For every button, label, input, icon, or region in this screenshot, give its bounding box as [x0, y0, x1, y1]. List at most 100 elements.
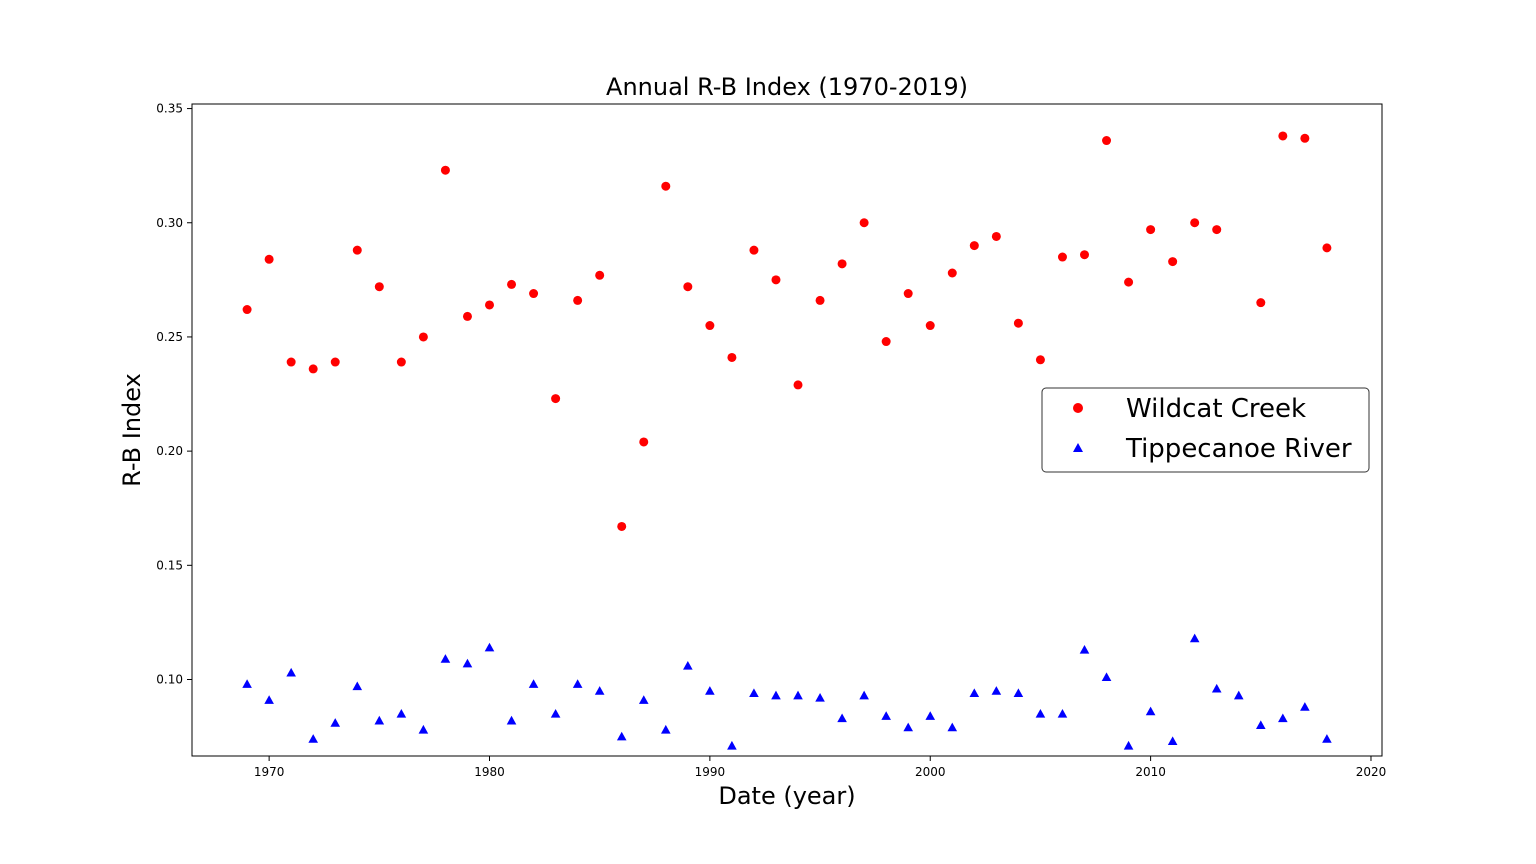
data-point-tippecanoe-river — [1167, 736, 1178, 745]
data-point-tippecanoe-river — [1322, 734, 1332, 743]
data-point-wildcat-creek — [1168, 257, 1178, 267]
x-tick-label: 1970 — [254, 765, 285, 779]
data-point-tippecanoe-river — [903, 722, 914, 732]
data-point-tippecanoe-river — [1211, 683, 1222, 693]
data-point-wildcat-creek — [1080, 250, 1089, 260]
data-point-tippecanoe-river — [749, 688, 759, 698]
y-tick-label: 0.10 — [156, 672, 183, 686]
data-point-tippecanoe-river — [815, 692, 825, 702]
data-point-tippecanoe-river — [264, 695, 274, 704]
data-point-wildcat-creek — [352, 245, 362, 255]
x-axis-label: Date (year) — [718, 782, 855, 810]
legend-marker-wildcat-creek — [1073, 403, 1083, 413]
data-point-tippecanoe-river — [638, 695, 649, 704]
data-point-tippecanoe-river — [1013, 688, 1024, 698]
data-point-tippecanoe-river — [594, 686, 605, 695]
plot-frame — [191, 103, 1383, 757]
data-point-wildcat-creek — [507, 279, 517, 289]
data-point-tippecanoe-river — [1145, 706, 1156, 716]
data-point-tippecanoe-river — [991, 686, 1002, 695]
data-point-tippecanoe-river — [462, 658, 473, 668]
legend-marker-tippecanoe-river — [1073, 443, 1083, 452]
data-point-tippecanoe-river — [308, 734, 319, 743]
data-point-wildcat-creek — [1322, 243, 1332, 253]
data-point-tippecanoe-river — [793, 690, 803, 700]
data-point-wildcat-creek — [815, 295, 825, 305]
data-point-wildcat-creek — [639, 437, 649, 447]
data-point-wildcat-creek — [727, 352, 737, 362]
data-point-wildcat-creek — [1013, 318, 1023, 328]
y-axis-label: R-B Index — [118, 373, 146, 487]
data-point-wildcat-creek — [1190, 218, 1200, 228]
data-point-wildcat-creek — [903, 289, 913, 299]
legend-label-wildcat-creek: Wildcat Creek — [1126, 394, 1306, 424]
data-point-tippecanoe-river — [1123, 740, 1134, 750]
data-point-wildcat-creek — [991, 231, 1001, 241]
x-tick-label: 2000 — [915, 765, 946, 779]
chart-title: Annual R-B Index (1970-2019) — [606, 73, 968, 101]
data-point-wildcat-creek — [749, 245, 759, 255]
data-point-wildcat-creek — [771, 275, 781, 285]
data-point-tippecanoe-river — [418, 724, 429, 734]
data-point-tippecanoe-river — [1079, 645, 1090, 654]
data-point-tippecanoe-river — [396, 708, 407, 718]
data-point-tippecanoe-river — [837, 713, 847, 723]
x-tick-label: 2010 — [1135, 765, 1166, 779]
data-point-wildcat-creek — [1057, 252, 1067, 262]
data-point-wildcat-creek — [485, 300, 494, 310]
data-point-tippecanoe-river — [859, 690, 869, 700]
data-point-wildcat-creek — [264, 254, 274, 264]
data-point-tippecanoe-river — [528, 679, 539, 688]
data-point-wildcat-creek — [462, 311, 472, 321]
data-point-wildcat-creek — [837, 259, 847, 269]
legend-label-tippecanoe-river: Tippecanoe River — [1125, 434, 1352, 464]
data-point-wildcat-creek — [440, 165, 450, 175]
data-point-tippecanoe-river — [330, 718, 341, 727]
y-tick-label: 0.15 — [156, 558, 183, 572]
data-point-wildcat-creek — [1035, 355, 1045, 365]
data-point-tippecanoe-river — [242, 679, 252, 688]
data-point-wildcat-creek — [396, 357, 406, 367]
legend: Wildcat Creek Tippecanoe River — [1041, 387, 1370, 473]
data-point-wildcat-creek — [925, 321, 935, 331]
x-tick-label: 2020 — [1356, 765, 1387, 779]
x-tick-label: 1990 — [695, 765, 726, 779]
y-axis: 0.10 0.15 0.20 0.25 0.30 0.35 — [156, 102, 192, 686]
data-point-wildcat-creek — [859, 218, 869, 228]
data-point-tippecanoe-river — [1189, 633, 1200, 643]
data-point-wildcat-creek — [881, 337, 891, 347]
data-point-wildcat-creek — [793, 380, 803, 390]
data-point-wildcat-creek — [529, 289, 539, 299]
y-tick-label: 0.35 — [156, 102, 183, 116]
data-point-tippecanoe-river — [1300, 702, 1310, 711]
data-point-tippecanoe-river — [1057, 708, 1068, 718]
data-point-wildcat-creek — [683, 282, 693, 292]
data-point-wildcat-creek — [1256, 298, 1266, 308]
data-point-wildcat-creek — [374, 282, 384, 292]
data-point-wildcat-creek — [617, 521, 627, 531]
y-tick-label: 0.25 — [156, 330, 183, 344]
data-marks — [242, 131, 1332, 750]
data-point-tippecanoe-river — [506, 715, 517, 725]
x-axis: 1970 1980 1990 2000 2010 2020 — [254, 756, 1386, 779]
data-point-tippecanoe-river — [925, 711, 936, 720]
data-point-wildcat-creek — [661, 181, 671, 191]
data-point-tippecanoe-river — [484, 642, 495, 652]
data-point-wildcat-creek — [1212, 225, 1222, 235]
data-point-wildcat-creek — [573, 295, 583, 305]
data-point-wildcat-creek — [418, 332, 428, 342]
data-point-wildcat-creek — [551, 394, 561, 404]
data-point-wildcat-creek — [1278, 131, 1288, 141]
data-point-wildcat-creek — [1146, 225, 1156, 235]
x-tick-label: 1980 — [474, 765, 505, 779]
data-point-tippecanoe-river — [1233, 690, 1244, 700]
legend-box — [1041, 387, 1370, 473]
data-point-tippecanoe-river — [352, 681, 363, 691]
data-point-tippecanoe-river — [286, 667, 296, 677]
data-point-wildcat-creek — [308, 364, 318, 374]
data-point-tippecanoe-river — [683, 660, 693, 670]
plot-area — [191, 103, 1383, 757]
data-point-wildcat-creek — [705, 321, 715, 331]
data-point-tippecanoe-river — [1278, 713, 1288, 723]
